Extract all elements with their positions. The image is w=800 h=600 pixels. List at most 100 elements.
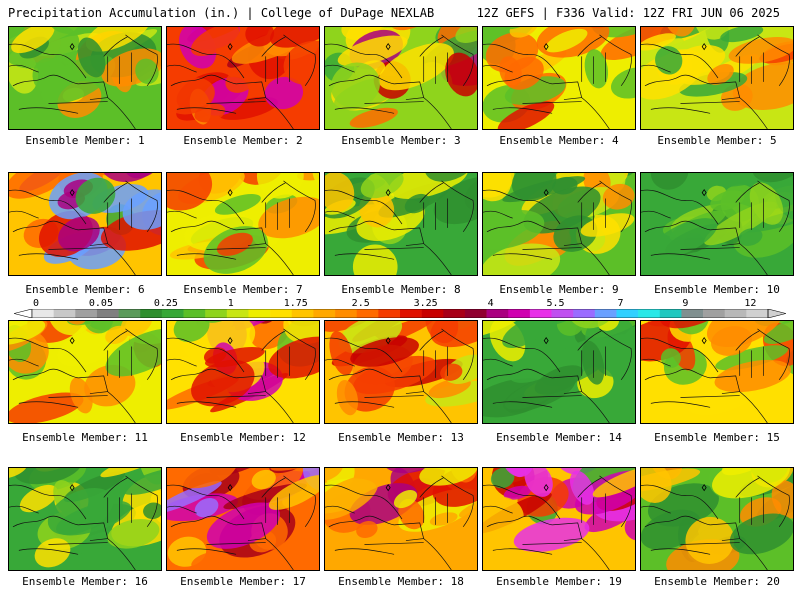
panel-label: Ensemble Member: 14 xyxy=(496,431,622,444)
colorbar-bin xyxy=(659,309,682,318)
map-panel xyxy=(324,320,478,424)
colorbar-tick-label: 1 xyxy=(227,298,234,309)
colorbar-tick-label: 7 xyxy=(617,298,624,309)
colorbar-bin xyxy=(443,309,466,318)
colorbar-tick-label: 12 xyxy=(744,298,757,309)
colorbar-bin xyxy=(573,309,596,318)
precip-map xyxy=(9,321,161,423)
precip-map xyxy=(483,468,635,570)
chart-title: Precipitation Accumulation (in.) | Colle… xyxy=(8,6,435,20)
map-panel xyxy=(482,320,636,424)
panel-label: Ensemble Member: 7 xyxy=(183,283,303,296)
colorbar-bin xyxy=(638,309,661,318)
colorbar xyxy=(14,309,786,318)
map-panel xyxy=(166,172,320,276)
colorbar-tick-label: 3.25 xyxy=(413,298,438,309)
precip-map xyxy=(641,27,793,129)
colorbar-bin xyxy=(356,309,379,318)
colorbar-bin xyxy=(140,309,163,318)
precip-map xyxy=(325,27,477,129)
colorbar-bin xyxy=(75,309,98,318)
colorbar-legend: 0 0.05 0.25 1 1.75 2.5 3.25 4 5.5 7 9 12 xyxy=(14,298,786,322)
colorbar-bin xyxy=(226,309,249,318)
panel-label: Ensemble Member: 6 xyxy=(25,283,145,296)
colorbar-min-arrow xyxy=(14,309,33,318)
precip-map xyxy=(641,468,793,570)
panel-label: Ensemble Member: 20 xyxy=(654,575,780,588)
colorbar-bin xyxy=(551,309,574,318)
precip-map xyxy=(483,321,635,423)
map-panel xyxy=(640,467,794,571)
precip-map xyxy=(167,321,319,423)
map-panel xyxy=(8,467,162,571)
colorbar-bin xyxy=(118,309,141,318)
precip-map xyxy=(325,173,477,275)
map-panel xyxy=(8,172,162,276)
precip-map xyxy=(167,468,319,570)
map-panel xyxy=(166,467,320,571)
map-panel xyxy=(482,467,636,571)
precip-map xyxy=(9,468,161,570)
panel-label: Ensemble Member: 17 xyxy=(180,575,306,588)
precip-map xyxy=(167,173,319,275)
map-panel xyxy=(640,26,794,130)
colorbar-bin xyxy=(205,309,228,318)
map-panel xyxy=(640,320,794,424)
precip-map xyxy=(483,173,635,275)
colorbar-tick-label: 4 xyxy=(487,298,494,309)
map-panel xyxy=(8,26,162,130)
precip-map xyxy=(9,173,161,275)
colorbar-bin xyxy=(291,309,314,318)
map-panel xyxy=(482,172,636,276)
panel-label: Ensemble Member: 2 xyxy=(183,134,303,147)
precip-map xyxy=(325,468,477,570)
colorbar-bin xyxy=(183,309,206,318)
panel-label: Ensemble Member: 12 xyxy=(180,431,306,444)
colorbar-tick-label: 9 xyxy=(682,298,689,309)
precip-map xyxy=(9,27,161,129)
precip-map xyxy=(641,321,793,423)
colorbar-bin xyxy=(313,309,336,318)
colorbar-bin xyxy=(400,309,422,318)
colorbar-bin xyxy=(508,309,531,318)
map-panel xyxy=(640,172,794,276)
precip-map xyxy=(641,173,793,275)
colorbar-bin xyxy=(161,309,184,318)
panel-label: Ensemble Member: 5 xyxy=(657,134,777,147)
precip-map xyxy=(483,27,635,129)
panel-label: Ensemble Member: 15 xyxy=(654,431,780,444)
panel-label: Ensemble Member: 10 xyxy=(654,283,780,296)
colorbar-tick-label: 0.25 xyxy=(153,298,178,309)
colorbar-bin xyxy=(464,309,487,318)
map-panel xyxy=(324,467,478,571)
colorbar-tick-label: 5.5 xyxy=(546,298,565,309)
colorbar-bin xyxy=(703,309,726,318)
colorbar-max-arrow xyxy=(767,309,786,318)
map-panel xyxy=(482,26,636,130)
colorbar-tick-label: 0 xyxy=(32,298,40,309)
panel-label: Ensemble Member: 11 xyxy=(22,431,148,444)
panel-label: Ensemble Member: 13 xyxy=(338,431,464,444)
colorbar-bin xyxy=(248,309,271,318)
colorbar-bin xyxy=(378,309,401,318)
colorbar-bin xyxy=(746,309,769,318)
map-panel xyxy=(324,172,478,276)
panel-label: Ensemble Member: 4 xyxy=(499,134,619,147)
map-panel xyxy=(166,320,320,424)
precip-map xyxy=(167,27,319,129)
colorbar-tick-label: 1.75 xyxy=(283,298,308,309)
colorbar-bin xyxy=(486,309,509,318)
colorbar-bin xyxy=(32,309,54,318)
panel-label: Ensemble Member: 16 xyxy=(22,575,148,588)
panel-label: Ensemble Member: 9 xyxy=(499,283,619,296)
colorbar-bin xyxy=(594,309,617,318)
colorbar-bin xyxy=(335,309,358,318)
panel-label: Ensemble Member: 8 xyxy=(341,283,461,296)
colorbar-bin xyxy=(681,309,704,318)
precip-map xyxy=(325,321,477,423)
colorbar-bin xyxy=(96,309,119,318)
map-panel xyxy=(8,320,162,424)
panel-label: Ensemble Member: 19 xyxy=(496,575,622,588)
colorbar-bin xyxy=(421,309,444,318)
panel-label: Ensemble Member: 1 xyxy=(25,134,145,147)
